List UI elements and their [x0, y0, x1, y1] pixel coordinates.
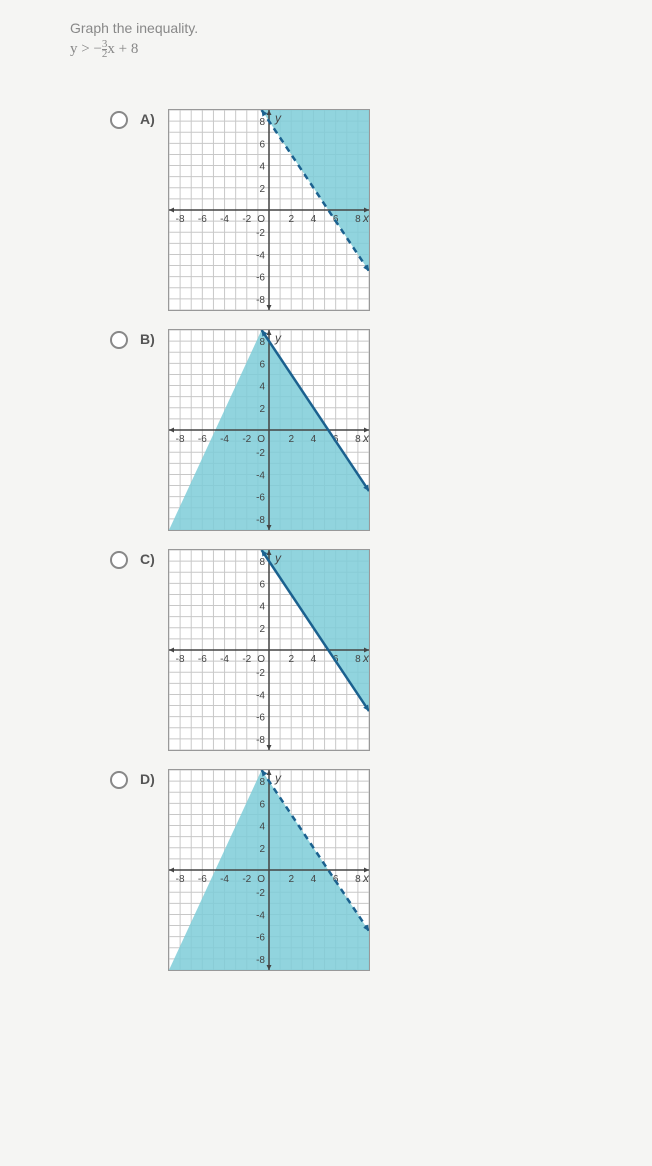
svg-text:-2: -2	[256, 228, 265, 239]
svg-text:8: 8	[355, 214, 361, 225]
svg-text:2: 2	[288, 434, 294, 445]
svg-text:2: 2	[259, 184, 265, 195]
svg-text:2: 2	[288, 214, 294, 225]
svg-text:-2: -2	[242, 874, 251, 885]
graph-plot: -8-6-4-22468-8-6-4-22468Oxy	[169, 550, 369, 750]
svg-text:-6: -6	[256, 713, 265, 724]
options-container: A) -8 -6 -4 -2 2 4 6 8 -8 -6 -4 -2 2 4 6 8 Ox y B) -8 -6 -4 -2 2…	[110, 109, 612, 971]
svg-text:6: 6	[259, 139, 265, 150]
svg-text:O: O	[257, 214, 265, 225]
option-radio[interactable]	[110, 331, 128, 349]
svg-text:-8: -8	[176, 654, 185, 665]
svg-text:6: 6	[259, 579, 265, 590]
svg-text:6: 6	[259, 799, 265, 810]
svg-text:-6: -6	[198, 654, 207, 665]
graph-plot: -8-6-4-22468-8-6-4-22468Oxy	[169, 330, 369, 530]
svg-text:-2: -2	[242, 214, 251, 225]
svg-text:y: y	[274, 551, 282, 565]
svg-text:-6: -6	[256, 273, 265, 284]
svg-text:-6: -6	[198, 214, 207, 225]
svg-text:4: 4	[259, 602, 265, 613]
svg-text:-4: -4	[256, 910, 265, 921]
svg-text:x: x	[362, 871, 369, 885]
svg-text:-8: -8	[176, 874, 185, 885]
svg-text:8: 8	[259, 777, 265, 788]
option-row: A)-8-6-4-22468-8-6-4-22468Oxy	[110, 109, 612, 311]
option-label: D)	[140, 771, 160, 787]
svg-text:x: x	[362, 651, 369, 665]
svg-text:-6: -6	[256, 933, 265, 944]
svg-text:-8: -8	[256, 735, 265, 746]
svg-text:-2: -2	[256, 668, 265, 679]
svg-text:-4: -4	[256, 690, 265, 701]
option-radio[interactable]	[110, 111, 128, 129]
svg-text:x: x	[362, 211, 369, 225]
option-radio[interactable]	[110, 551, 128, 569]
svg-text:x: x	[362, 431, 369, 445]
option-radio[interactable]	[110, 771, 128, 789]
svg-text:8: 8	[355, 654, 361, 665]
svg-text:4: 4	[311, 434, 317, 445]
svg-text:2: 2	[288, 654, 294, 665]
svg-text:-2: -2	[242, 434, 251, 445]
option-label: A)	[140, 111, 160, 127]
question-prompt: Graph the inequality.	[70, 20, 612, 36]
svg-text:-4: -4	[220, 434, 229, 445]
svg-text:4: 4	[311, 874, 317, 885]
option-graph: -8-6-4-22468-8-6-4-22468Oxy	[168, 109, 370, 311]
graph-plot: -8-6-4-22468-8-6-4-22468Oxy	[169, 770, 369, 970]
option-row: C)-8-6-4-22468-8-6-4-22468Oxy	[110, 549, 612, 751]
graph-plot: -8-6-4-22468-8-6-4-22468Oxy	[169, 110, 369, 310]
svg-text:-2: -2	[242, 654, 251, 665]
svg-text:-4: -4	[220, 214, 229, 225]
svg-text:-4: -4	[256, 470, 265, 481]
svg-text:-6: -6	[256, 493, 265, 504]
svg-text:-6: -6	[198, 434, 207, 445]
svg-text:4: 4	[311, 214, 317, 225]
svg-text:-8: -8	[176, 214, 185, 225]
option-row: D)-8-6-4-22468-8-6-4-22468Oxy	[110, 769, 612, 971]
svg-text:y: y	[274, 111, 282, 125]
svg-text:4: 4	[311, 654, 317, 665]
svg-text:8: 8	[259, 557, 265, 568]
option-graph: -8-6-4-22468-8-6-4-22468Oxy	[168, 769, 370, 971]
svg-text:O: O	[257, 874, 265, 885]
svg-text:y: y	[274, 771, 282, 785]
svg-text:2: 2	[259, 844, 265, 855]
svg-text:-2: -2	[256, 448, 265, 459]
svg-text:-8: -8	[256, 515, 265, 526]
svg-text:-4: -4	[220, 654, 229, 665]
svg-text:4: 4	[259, 162, 265, 173]
svg-text:8: 8	[259, 337, 265, 348]
svg-text:-8: -8	[176, 434, 185, 445]
svg-text:-8: -8	[256, 295, 265, 306]
option-label: C)	[140, 551, 160, 567]
option-row: B)-8-6-4-22468-8-6-4-22468Oxy	[110, 329, 612, 531]
svg-text:-2: -2	[256, 888, 265, 899]
svg-text:8: 8	[259, 117, 265, 128]
svg-text:8: 8	[355, 874, 361, 885]
svg-text:6: 6	[259, 359, 265, 370]
option-label: B)	[140, 331, 160, 347]
svg-text:O: O	[257, 434, 265, 445]
svg-text:-4: -4	[220, 874, 229, 885]
question-inequality: y > −32x + 8	[70, 40, 612, 59]
option-graph: -8-6-4-22468-8-6-4-22468Oxy	[168, 549, 370, 751]
option-graph: -8-6-4-22468-8-6-4-22468Oxy	[168, 329, 370, 531]
svg-text:y: y	[274, 331, 282, 345]
svg-text:2: 2	[288, 874, 294, 885]
svg-text:4: 4	[259, 822, 265, 833]
svg-text:-4: -4	[256, 250, 265, 261]
svg-text:2: 2	[259, 624, 265, 635]
svg-text:-8: -8	[256, 955, 265, 966]
svg-text:O: O	[257, 654, 265, 665]
svg-text:8: 8	[355, 434, 361, 445]
svg-text:-6: -6	[198, 874, 207, 885]
svg-text:4: 4	[259, 382, 265, 393]
svg-text:2: 2	[259, 404, 265, 415]
